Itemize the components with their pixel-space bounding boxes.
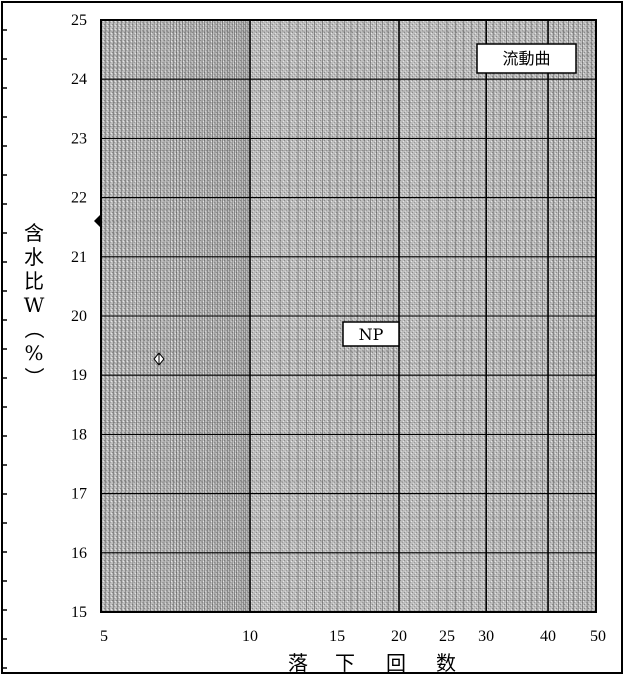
left-edge-marks: [2, 29, 7, 669]
y-tick-label: 19: [71, 367, 87, 384]
x-tick-label: 30: [478, 628, 494, 645]
x-axis-label-char: 数: [436, 651, 456, 675]
y-tick-label: 23: [71, 130, 87, 147]
y-axis-label-char: 含: [24, 221, 44, 245]
plot-border: [100, 19, 597, 613]
x-axis-label-char: 回: [386, 651, 406, 675]
x-tick-label: 15: [329, 628, 345, 645]
x-tick-label: 25: [439, 628, 455, 645]
y-tick-label: 24: [71, 71, 87, 88]
plot-area: [100, 19, 597, 613]
x-tick-labels: 5 10 15 20 25 30 40 50: [100, 628, 606, 645]
x-tick-label: 40: [540, 628, 556, 645]
legend-box-text: 流動曲: [502, 49, 550, 68]
small-diamond-marker: [153, 352, 165, 366]
np-annotation-frame: [342, 321, 400, 347]
y-tick-label: 16: [71, 545, 87, 562]
x-axis-label-char: 下: [335, 651, 355, 675]
y-axis-label-char: ）: [22, 367, 46, 387]
y-axis-label-char: %: [24, 341, 43, 365]
x-tick-label: 5: [100, 628, 108, 645]
np-annotation: NP: [342, 321, 400, 347]
np-annotation-text: NP: [359, 325, 384, 344]
x-tick-label: 10: [242, 628, 258, 645]
y-tick-label: 20: [71, 308, 87, 325]
y-tick-labels: 15 16 17 18 19 20 21 22 23 24 25: [71, 12, 87, 621]
x-tick-label: 50: [590, 628, 606, 645]
x-axis-label-char: 落: [288, 651, 308, 675]
y-axis-label-char: 水: [24, 245, 44, 269]
x-tick-label: 20: [391, 628, 407, 645]
y-tick-label: 15: [71, 604, 87, 621]
y-axis-label-char: 比: [24, 269, 44, 293]
legend-box: 流動曲: [476, 43, 577, 74]
legend-box-frame: [476, 43, 577, 74]
y-tick-label: 22: [71, 190, 87, 207]
y-tick-label: 21: [71, 249, 87, 266]
y-tick-label: 25: [71, 12, 87, 29]
y-axis-label-char: （: [22, 319, 46, 339]
x-axis-label: 落下回数: [288, 651, 456, 675]
grid-lines: [101, 19, 596, 613]
y-tick-label: 17: [71, 486, 87, 503]
y-axis-label-char: W: [24, 293, 45, 317]
left-arrow-marker: [94, 214, 101, 228]
y-tick-label: 18: [71, 426, 87, 443]
